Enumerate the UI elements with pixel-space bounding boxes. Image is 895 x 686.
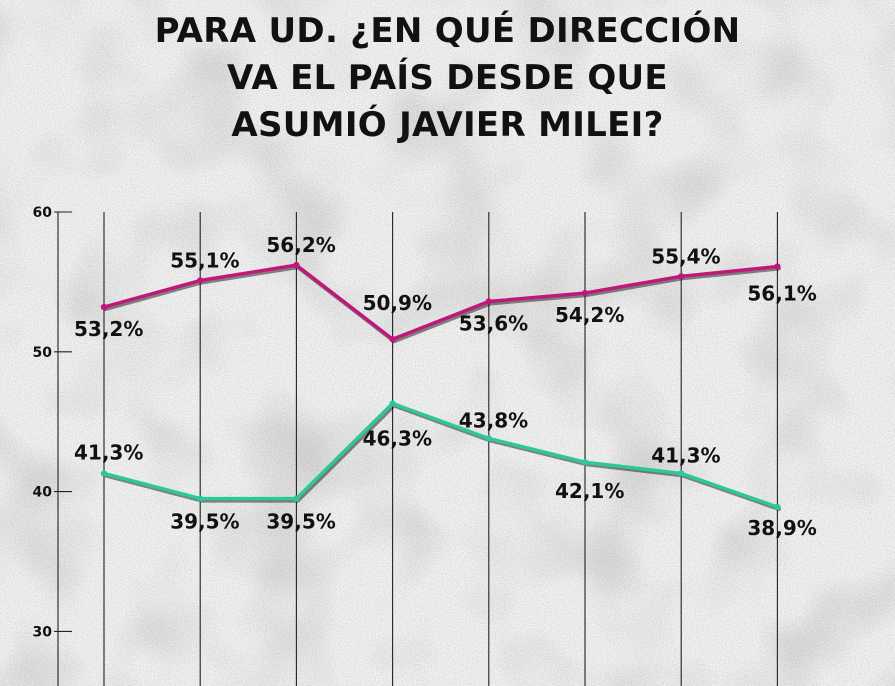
series-green-data-label: 41,3% [651,443,720,467]
series-green-data-label: 43,8% [459,408,528,432]
series-green-point [581,459,589,466]
series-magenta-data-label: 56,1% [747,282,816,306]
series-green-point [197,495,204,502]
y-tick-label: 40 [33,485,53,501]
series-green-data-label: 39,5% [266,510,335,534]
series-green-point [678,470,685,477]
series-magenta-point [389,336,396,343]
y-tick-label: 60 [33,205,53,221]
y-tick-label: 50 [33,345,53,361]
chart-title-line-3: ASUMIÓ JAVIER MILEI? [231,105,664,145]
series-green-point [100,470,108,477]
series-green-data-label: 42,1% [555,479,624,503]
series-magenta-point [485,298,492,305]
series-magenta-line [102,263,780,341]
series-magenta-point [678,273,685,280]
series-magenta-data-label: 55,1% [170,249,239,273]
series-green-line [102,401,780,509]
series-green-point [389,400,396,407]
chart-title-line-2: VA EL PAÍS DESDE QUE [227,58,668,98]
series-magenta-point [581,289,589,297]
series-green-data-label: 39,5% [170,510,239,534]
chart-title: PARA UD. ¿EN QUÉ DIRECCIÓN VA EL PAÍS DE… [0,8,895,149]
series-green-data-label: 38,9% [747,516,816,540]
series-magenta-data-label: 53,2% [74,317,143,341]
series-green-point [774,503,781,511]
series-magenta-data-label: 53,6% [459,311,528,335]
series-magenta-point [197,277,204,284]
series-magenta-data-label: 54,2% [555,303,624,327]
series-green-point [485,435,492,442]
series-lines [100,261,781,511]
series-magenta-point [100,303,108,311]
series-magenta-point [774,263,781,270]
data-labels: 53,2% 55,1% 56,2% 50,9% 53,6% 54,2% 55,4% 56,1%… [74,233,817,540]
chart-title-line-1: PARA UD. ¿EN QUÉ DIRECCIÓN [154,11,741,51]
series-magenta-data-label: 56,2% [266,233,335,257]
series-magenta-data-label: 55,4% [651,244,720,268]
series-magenta-data-label: 50,9% [363,291,432,315]
y-axis: 30 40 50 60 [33,205,72,686]
y-tick-label: 30 [33,624,53,640]
series-green-point [293,495,300,502]
series-green-data-label: 46,3% [363,427,432,451]
series-green-data-label: 41,3% [74,440,143,464]
series-magenta-point [293,261,300,269]
series-magenta-shadow [103,265,781,344]
